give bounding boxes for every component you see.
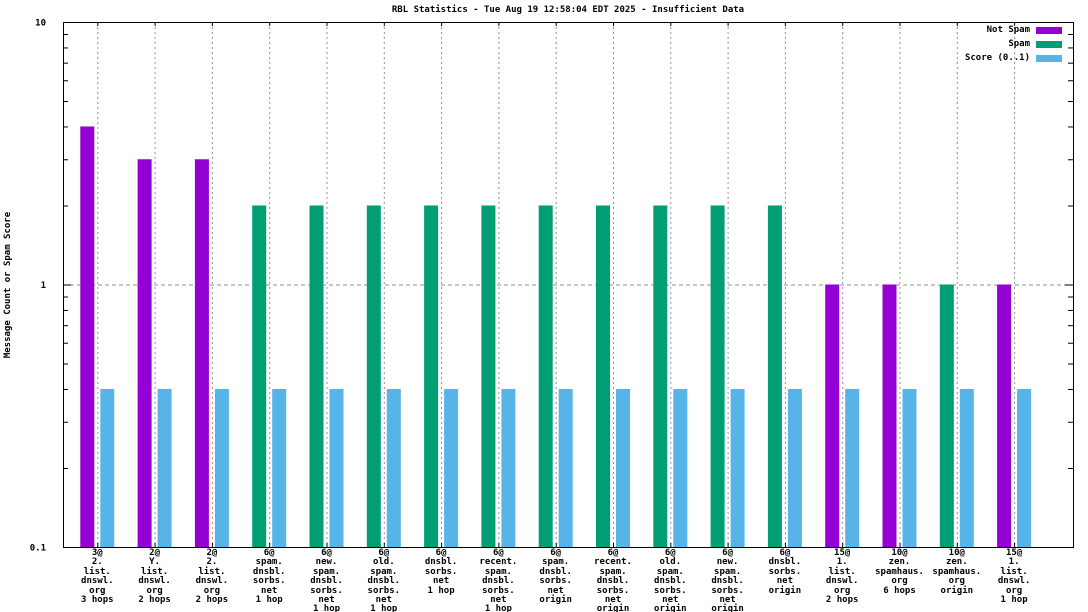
bar-score [386, 388, 401, 547]
bar-score [902, 388, 917, 547]
legend-swatch-not_spam [1036, 26, 1062, 34]
bar-score [959, 388, 974, 547]
legend-swatch-score [1036, 54, 1062, 62]
legend-swatch-spam [1036, 40, 1062, 48]
bar-spam [252, 205, 267, 548]
bar-spam [309, 205, 324, 548]
bar-score [558, 388, 573, 547]
y-tick-label: 10 [35, 19, 46, 29]
x-category-label: 15@ 1. list. dnswl. org 2 hops [825, 548, 859, 606]
bar-not_spam [825, 284, 840, 547]
bar-spam [939, 284, 954, 547]
x-category-label: 6@ dnsbl. sorbs. net origin [768, 548, 802, 596]
bar-score [444, 388, 459, 547]
x-category-label: 6@ old. spam. dnsbl. sorbs. net 1 hop [367, 548, 401, 612]
bar-score [329, 388, 344, 547]
bar-not_spam [194, 159, 209, 547]
bar-spam [424, 205, 439, 548]
bar-spam [538, 205, 553, 548]
x-category-label: 10@ zen. spamhaus. org 6 hops [875, 548, 924, 596]
x-category-label: 6@ old. spam. dnsbl. sorbs. net origin [654, 548, 687, 612]
bar-score [673, 388, 688, 547]
x-category-label: 6@ dnsbl. sorbs. net 1 hop [424, 548, 458, 596]
x-category-label: 6@ recent. spam. dnsbl. sorbs. net 1 hop [479, 548, 518, 612]
bar-score [845, 388, 860, 547]
bar-score [787, 388, 802, 547]
bar-spam [767, 205, 782, 548]
x-category-label: 6@ new. spam. dnsbl. sorbs. net 1 hop [310, 548, 343, 612]
bar-score [1017, 388, 1032, 547]
bar-score [501, 388, 516, 547]
x-category-label: 6@ recent. spam. dnsbl. sorbs. net origi… [594, 548, 632, 612]
legend: Not Spam Spam Score (0..1) [0, 23, 1062, 65]
x-category-label: 2@ Y. list. dnswl. org 2 hops [138, 548, 171, 606]
bar-not_spam [80, 126, 95, 547]
bar-not_spam [997, 284, 1012, 547]
legend-label: Score (0..1) [964, 53, 1030, 63]
legend-label: Spam [1008, 39, 1030, 49]
y-tick-label: 0.1 [30, 544, 46, 554]
bar-not_spam [882, 284, 897, 547]
legend-item-spam: Spam [1008, 37, 1062, 51]
x-category-label: 6@ new. spam. dnsbl. sorbs. net origin [711, 548, 744, 612]
bar-score [157, 388, 172, 547]
bar-score [272, 388, 287, 547]
bar-score [616, 388, 630, 547]
bar-score [100, 388, 115, 547]
bar-score [214, 388, 229, 547]
x-category-label: 3@ 2. list. dnswl. org 3 hops [81, 548, 114, 606]
legend-item-score: Score (0..1) [965, 51, 1062, 65]
x-category-label: 10@ zen. spamhaus. org origin [932, 548, 982, 596]
x-category-label: 6@ spam. dnsbl. sorbs. net origin [539, 548, 572, 606]
bar-spam [366, 205, 381, 548]
legend-label: Not Spam [986, 25, 1030, 35]
bar-spam [653, 205, 668, 548]
legend-item-not_spam: Not Spam [987, 23, 1062, 37]
bar-score [730, 388, 745, 547]
bar-spam [596, 205, 610, 548]
x-category-label: 6@ spam. dnsbl. sorbs. net 1 hop [252, 548, 286, 606]
x-category-label: 2@ 2. list. dnswl. org 2 hops [195, 548, 229, 606]
y-tick-label: 1 [41, 281, 46, 291]
chart-title: RBL Statistics - Tue Aug 19 12:58:04 EDT… [391, 5, 745, 15]
bar-spam [481, 205, 496, 548]
bar-not_spam [137, 159, 152, 547]
x-category-label: 15@ 1. list. dnswl. org 1 hop [997, 548, 1031, 606]
bar-spam [710, 205, 725, 548]
